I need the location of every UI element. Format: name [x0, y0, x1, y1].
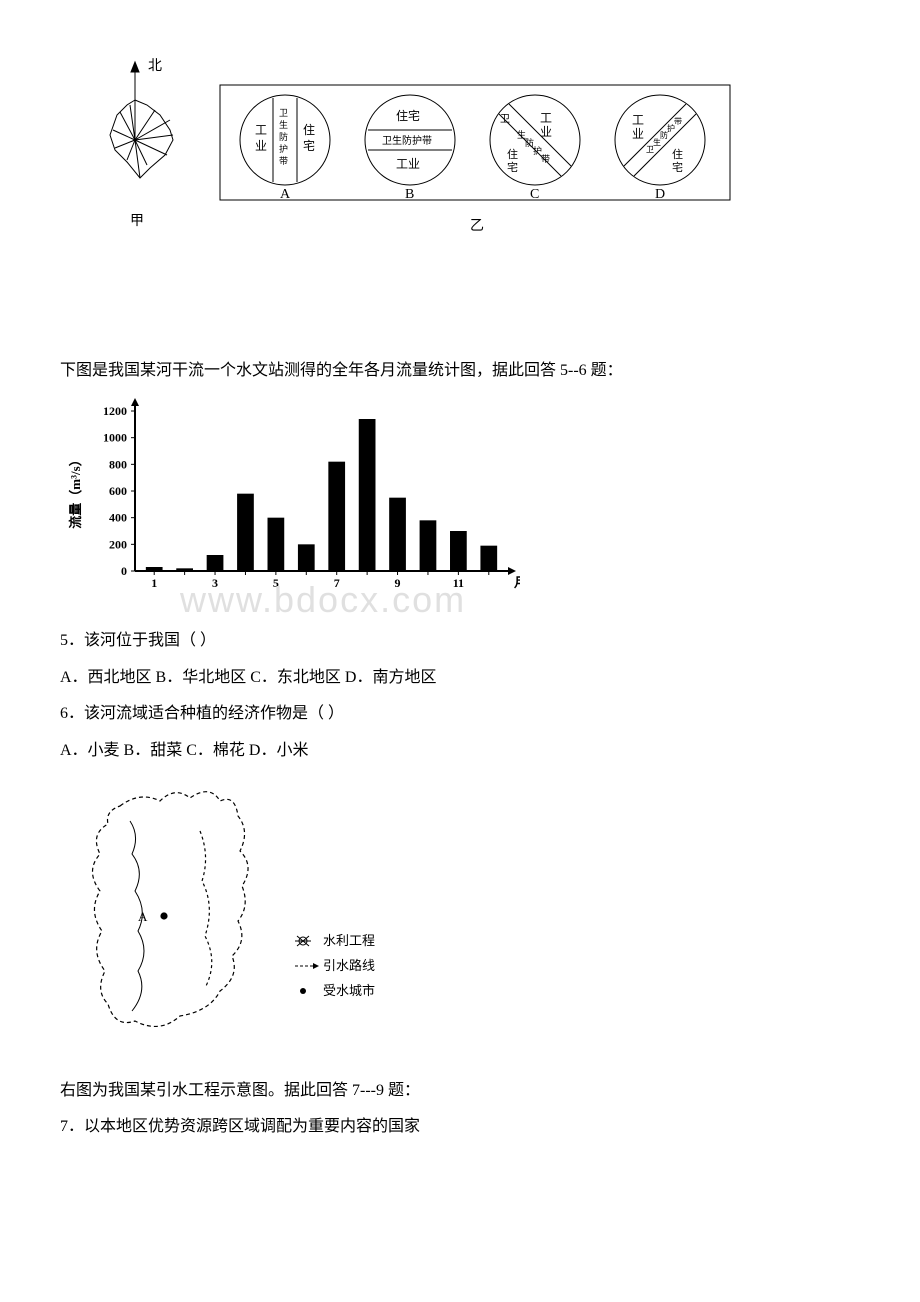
svg-text:5: 5: [273, 576, 279, 590]
map-intro-text: 右图为我国某引水工程示意图。据此回答 7---9 题：: [60, 1076, 860, 1106]
yi-label: 乙: [470, 218, 484, 234]
svg-text:卫: 卫: [279, 108, 288, 118]
svg-text:住: 住: [672, 147, 683, 161]
svg-text:护: 护: [279, 143, 288, 154]
water-diversion-map: A 水利工程 引水路线 受水城市: [60, 776, 860, 1056]
svg-text:流量（m³/s）: 流量（m³/s）: [68, 454, 83, 529]
q6-stem: 6．该河流域适合种植的经济作物是（ ）: [60, 699, 860, 729]
chart-intro-text: 下图是我国某河干流一个水文站测得的全年各月流量统计图，据此回答 5--6 题：: [60, 356, 860, 386]
svg-text:9: 9: [395, 576, 401, 590]
map-label-a: A: [138, 909, 148, 924]
svg-text:工: 工: [632, 113, 644, 127]
svg-text:业: 业: [540, 125, 552, 139]
q5-stem: 5．该河位于我国（ ）: [60, 626, 860, 656]
svg-text:工业: 工业: [396, 157, 420, 171]
svg-text:生: 生: [279, 119, 288, 130]
svg-text:宅: 宅: [303, 138, 315, 153]
monthly-flow-chart: 020040060080010001200流量（m³/s）1357911月 ww…: [60, 396, 860, 606]
svg-text:受水城市: 受水城市: [323, 983, 375, 998]
svg-text:业: 业: [632, 127, 644, 141]
svg-text:工: 工: [540, 111, 552, 125]
svg-text:1: 1: [151, 576, 157, 590]
figure1-svg: 北 甲 工 业 卫 生 防 护 带 住 宅 A 住宅 卫生防护带 工业: [60, 50, 740, 250]
svg-text:住: 住: [507, 147, 518, 161]
svg-text:带: 带: [279, 156, 288, 166]
svg-text:7: 7: [334, 576, 340, 590]
svg-text:11: 11: [453, 576, 464, 590]
svg-text:200: 200: [109, 538, 127, 552]
svg-text:住: 住: [303, 123, 315, 137]
svg-text:水利工程: 水利工程: [323, 933, 375, 948]
svg-text:600: 600: [109, 484, 127, 498]
svg-text:带: 带: [674, 117, 682, 126]
wind-rose-and-layout-figure: 北 甲 工 业 卫 生 防 护 带 住 宅 A 住宅 卫生防护带 工业: [60, 50, 860, 250]
north-label: 北: [148, 58, 162, 74]
svg-text:1000: 1000: [103, 431, 127, 445]
svg-text:防: 防: [279, 131, 288, 142]
q7-stem: 7．以本地区优势资源跨区域调配为重要内容的国家: [60, 1112, 860, 1142]
svg-text:带: 带: [541, 154, 550, 164]
bar-chart-svg: 0 200 400 600 800 1000 1200 流量（m³/s） 1 3 5 7 9 11 月: [60, 396, 520, 606]
q6-options: A．小麦 B．甜菜 C．棉花 D．小米: [60, 736, 860, 766]
svg-text:工: 工: [255, 123, 267, 137]
legend-row-hub: 水利工程: [295, 933, 375, 948]
svg-text:住宅: 住宅: [396, 108, 420, 123]
q5-options: A．西北地区 B．华北地区 C．东北地区 D．南方地区: [60, 663, 860, 693]
svg-text:月: 月: [513, 575, 520, 590]
svg-text:3: 3: [212, 576, 218, 590]
svg-text:宅: 宅: [507, 160, 518, 174]
svg-text:0: 0: [121, 564, 127, 578]
legend-row-dot: 受水城市: [300, 983, 375, 998]
legend-row-arrow: 引水路线: [295, 958, 375, 973]
svg-text:1200: 1200: [103, 404, 127, 418]
svg-text:800: 800: [109, 458, 127, 472]
jia-label: 甲: [130, 214, 144, 229]
svg-text:引水路线: 引水路线: [323, 958, 375, 973]
svg-text:卫生防护带: 卫生防护带: [382, 134, 432, 147]
map-svg: A 水利工程 引水路线 受水城市: [60, 776, 420, 1056]
svg-text:业: 业: [255, 139, 267, 153]
svg-text:卫: 卫: [500, 114, 510, 125]
svg-text:宅: 宅: [672, 160, 683, 174]
svg-text:400: 400: [109, 511, 127, 525]
